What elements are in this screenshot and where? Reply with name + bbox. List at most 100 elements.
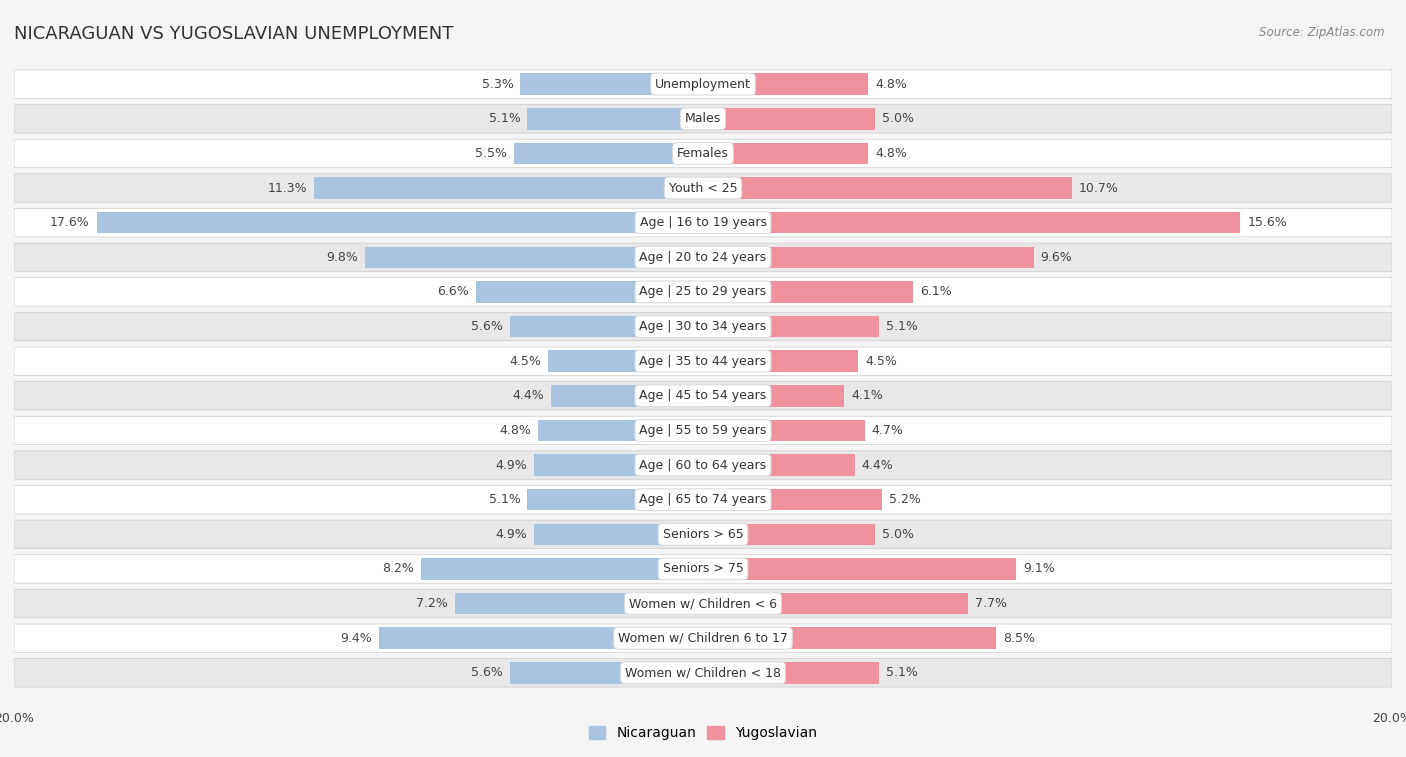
Bar [510, 662, 703, 684]
Bar [513, 142, 703, 164]
Text: 5.1%: 5.1% [488, 494, 520, 506]
Text: 11.3%: 11.3% [267, 182, 307, 195]
FancyBboxPatch shape [14, 104, 1392, 133]
Text: Women w/ Children 6 to 17: Women w/ Children 6 to 17 [619, 631, 787, 645]
Text: Age | 55 to 59 years: Age | 55 to 59 years [640, 424, 766, 437]
Bar [703, 142, 869, 164]
Bar [534, 454, 703, 476]
Text: Source: ZipAtlas.com: Source: ZipAtlas.com [1260, 26, 1385, 39]
Bar [537, 419, 703, 441]
Bar [703, 454, 855, 476]
Text: 4.5%: 4.5% [509, 355, 541, 368]
Text: 10.7%: 10.7% [1078, 182, 1118, 195]
Bar [527, 489, 703, 510]
Text: 9.6%: 9.6% [1040, 251, 1073, 263]
Text: Age | 20 to 24 years: Age | 20 to 24 years [640, 251, 766, 263]
FancyBboxPatch shape [14, 382, 1392, 410]
Text: 7.7%: 7.7% [976, 597, 1007, 610]
Bar [456, 593, 703, 615]
Bar [703, 212, 1240, 233]
Text: 9.1%: 9.1% [1024, 562, 1054, 575]
FancyBboxPatch shape [14, 624, 1392, 653]
Text: NICARAGUAN VS YUGOSLAVIAN UNEMPLOYMENT: NICARAGUAN VS YUGOSLAVIAN UNEMPLOYMENT [14, 25, 453, 43]
FancyBboxPatch shape [14, 416, 1392, 444]
Bar [703, 73, 869, 95]
Text: 6.6%: 6.6% [437, 285, 468, 298]
Text: 4.7%: 4.7% [872, 424, 904, 437]
Bar [703, 593, 969, 615]
Bar [97, 212, 703, 233]
Bar [420, 558, 703, 580]
Bar [703, 628, 995, 649]
Text: 5.1%: 5.1% [488, 112, 520, 126]
Bar [510, 316, 703, 338]
Bar [703, 108, 875, 129]
Bar [475, 281, 703, 303]
Text: 5.6%: 5.6% [471, 320, 503, 333]
Bar [703, 177, 1071, 199]
Text: 6.1%: 6.1% [920, 285, 952, 298]
Text: 7.2%: 7.2% [416, 597, 449, 610]
Text: 8.2%: 8.2% [382, 562, 413, 575]
Text: Age | 35 to 44 years: Age | 35 to 44 years [640, 355, 766, 368]
Bar [534, 524, 703, 545]
FancyBboxPatch shape [14, 451, 1392, 479]
FancyBboxPatch shape [14, 70, 1392, 98]
Text: Age | 30 to 34 years: Age | 30 to 34 years [640, 320, 766, 333]
Bar [703, 281, 912, 303]
FancyBboxPatch shape [14, 659, 1392, 687]
FancyBboxPatch shape [14, 485, 1392, 514]
Text: Unemployment: Unemployment [655, 78, 751, 91]
Bar [703, 558, 1017, 580]
Text: 4.8%: 4.8% [499, 424, 531, 437]
Text: 4.9%: 4.9% [495, 528, 527, 540]
Text: 5.2%: 5.2% [889, 494, 921, 506]
Text: Seniors > 75: Seniors > 75 [662, 562, 744, 575]
Text: 4.8%: 4.8% [875, 78, 907, 91]
Text: Age | 65 to 74 years: Age | 65 to 74 years [640, 494, 766, 506]
Bar [703, 316, 879, 338]
Text: Women w/ Children < 6: Women w/ Children < 6 [628, 597, 778, 610]
Bar [551, 385, 703, 407]
Bar [366, 247, 703, 268]
Text: 5.6%: 5.6% [471, 666, 503, 679]
Text: 4.8%: 4.8% [875, 147, 907, 160]
Legend: Nicaraguan, Yugoslavian: Nicaraguan, Yugoslavian [583, 721, 823, 746]
Bar [703, 247, 1033, 268]
Bar [520, 73, 703, 95]
Text: Youth < 25: Youth < 25 [669, 182, 737, 195]
Text: 15.6%: 15.6% [1247, 217, 1286, 229]
Bar [380, 628, 703, 649]
Text: Age | 25 to 29 years: Age | 25 to 29 years [640, 285, 766, 298]
FancyBboxPatch shape [14, 208, 1392, 237]
Text: Females: Females [678, 147, 728, 160]
Bar [703, 385, 844, 407]
FancyBboxPatch shape [14, 347, 1392, 375]
Text: 4.9%: 4.9% [495, 459, 527, 472]
Text: 5.3%: 5.3% [482, 78, 513, 91]
Text: 9.8%: 9.8% [326, 251, 359, 263]
FancyBboxPatch shape [14, 520, 1392, 549]
Text: 5.1%: 5.1% [886, 666, 918, 679]
FancyBboxPatch shape [14, 313, 1392, 341]
Text: 17.6%: 17.6% [51, 217, 90, 229]
Text: Age | 16 to 19 years: Age | 16 to 19 years [640, 217, 766, 229]
Text: Age | 45 to 54 years: Age | 45 to 54 years [640, 389, 766, 402]
Text: Women w/ Children < 18: Women w/ Children < 18 [626, 666, 780, 679]
Bar [548, 350, 703, 372]
Text: 4.4%: 4.4% [862, 459, 893, 472]
Text: 4.1%: 4.1% [851, 389, 883, 402]
Text: 8.5%: 8.5% [1002, 631, 1035, 645]
Text: 5.0%: 5.0% [882, 112, 914, 126]
Bar [314, 177, 703, 199]
Text: 4.4%: 4.4% [513, 389, 544, 402]
FancyBboxPatch shape [14, 139, 1392, 167]
FancyBboxPatch shape [14, 278, 1392, 306]
Text: Age | 60 to 64 years: Age | 60 to 64 years [640, 459, 766, 472]
Text: 9.4%: 9.4% [340, 631, 373, 645]
Bar [703, 662, 879, 684]
FancyBboxPatch shape [14, 590, 1392, 618]
Bar [703, 489, 882, 510]
Bar [703, 419, 865, 441]
Text: Seniors > 65: Seniors > 65 [662, 528, 744, 540]
